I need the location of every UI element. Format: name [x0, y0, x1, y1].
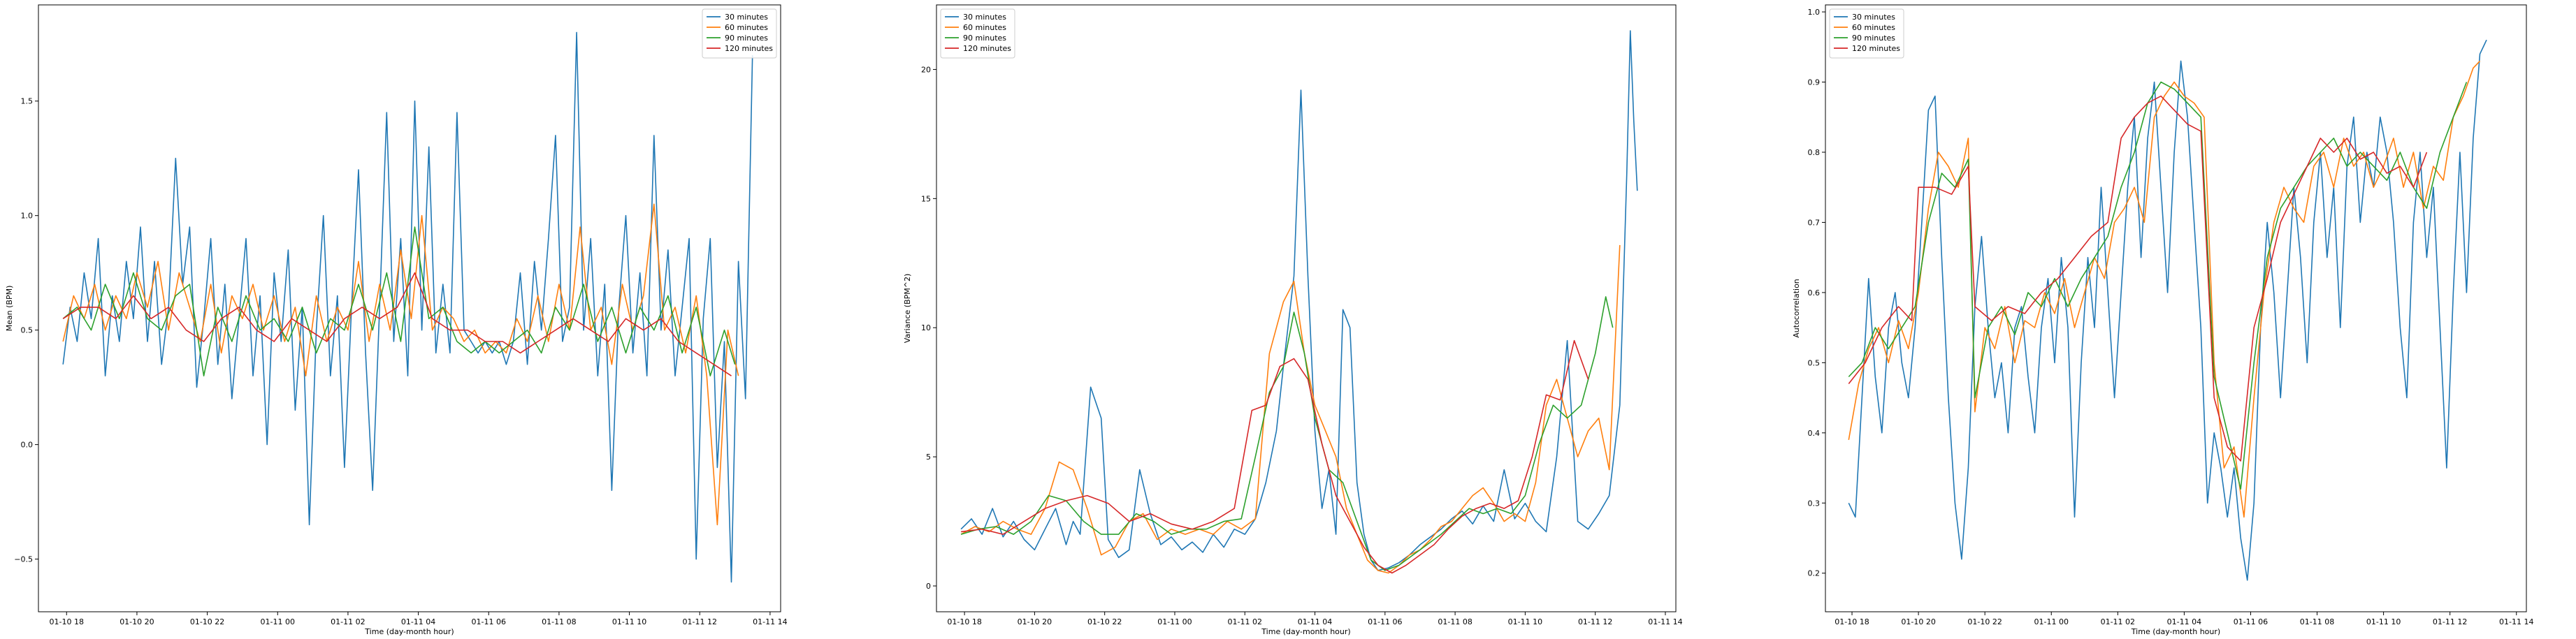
mean-x-tick-label: 01-11 00: [261, 617, 295, 626]
autocorrelation-x-tick-label: 01-11 06: [2234, 617, 2268, 626]
autocorrelation-x-tick-label: 01-11 10: [2366, 617, 2401, 626]
autocorrelation-x-tick-label: 01-10 22: [1967, 617, 2002, 626]
variance-legend-label: 90 minutes: [963, 34, 1006, 43]
mean-legend-label: 30 minutes: [725, 13, 768, 22]
variance-x-tick-label: 01-11 08: [1438, 617, 1472, 626]
variance-x-tick-label: 01-11 04: [1298, 617, 1332, 626]
autocorrelation-y-tick-label: 0.5: [1808, 358, 1821, 367]
autocorrelation-legend-label: 120 minutes: [1852, 44, 1900, 53]
variance-y-tick-label: 20: [921, 65, 931, 74]
variance-legend-label: 120 minutes: [963, 44, 1011, 53]
autocorrelation-x-tick-label: 01-11 08: [2300, 617, 2334, 626]
variance-series-line-1: [960, 30, 1638, 571]
autocorrelation-x-tick-label: 01-10 18: [1835, 617, 1869, 626]
variance-x-tick-label: 01-11 10: [1508, 617, 1542, 626]
mean-x-tick-label: 01-10 22: [190, 617, 224, 626]
autocorrelation-x-tick-label: 01-11 04: [2167, 617, 2201, 626]
autocorrelation-series-line-4: [1848, 95, 2428, 462]
autocorrelation-x-tick-label: 01-11 02: [2101, 617, 2135, 626]
mean-plot-frame: [38, 4, 781, 612]
variance-series-line-4: [961, 339, 1589, 574]
autocorrelation-legend-label: 30 minutes: [1852, 13, 1895, 22]
mean-legend-box: [702, 8, 777, 59]
autocorrelation-legend-label: 90 minutes: [1852, 34, 1895, 43]
mean-x-tick-label: 01-11 02: [331, 617, 365, 626]
mean-series-line-2: [62, 203, 739, 526]
mean-x-tick-label: 01-10 20: [120, 617, 154, 626]
mean-x-tick-label: 01-11 10: [612, 617, 646, 626]
variance-legend-box: [940, 8, 1015, 59]
autocorrelation-x-tick-label: 01-11 12: [2433, 617, 2467, 626]
autocorrelation-x-tick-label: 01-11 14: [2499, 617, 2533, 626]
panel-autocorrelation: 01-10 18 01-10 20 01-10 22 01-11 00 01-11 02…: [1792, 4, 2533, 636]
variance-x-tick-label: 01-10 20: [1018, 617, 1052, 626]
variance-x-tick-label: 01-11 14: [1648, 617, 1682, 626]
variance-y-tick-label: 10: [921, 323, 931, 332]
autocorrelation-y-tick-label: 0.6: [1808, 288, 1821, 298]
autocorrelation-x-axis-label: Time (day-month hour): [2131, 627, 2220, 636]
autocorrelation-y-tick-label: 0.2: [1808, 569, 1821, 578]
variance-x-tick-label: 01-11 06: [1368, 617, 1402, 626]
variance-legend-label: 30 minutes: [963, 13, 1006, 22]
autocorrelation-x-tick-label: 01-11 00: [2034, 617, 2069, 626]
autocorrelation-y-axis-label: Autocorrelation: [1792, 279, 1801, 338]
variance-plot-frame: [936, 4, 1677, 612]
variance-y-tick-label: 5: [926, 453, 931, 462]
mean-y-tick-label: 0.5: [21, 326, 34, 335]
autocorrelation-x-tick-label: 01-10 20: [1901, 617, 1935, 626]
mean-y-tick-label: 0.0: [21, 441, 34, 450]
mean-x-axis-label: Time (day-month hour): [364, 627, 454, 636]
variance-y-tick-label: 15: [921, 194, 931, 203]
variance-x-tick-label: 01-10 22: [1087, 617, 1122, 626]
autocorrelation-y-tick-label: 0.7: [1808, 218, 1821, 227]
mean-y-tick-label: −0.5: [14, 555, 33, 564]
mean-x-tick-label: 01-10 18: [50, 617, 84, 626]
mean-x-tick-label: 01-11 06: [472, 617, 506, 626]
mean-series-line-1: [62, 31, 753, 583]
mean-legend-label: 120 minutes: [725, 44, 773, 53]
mean-series-line-3: [62, 226, 736, 376]
variance-legend-label: 60 minutes: [963, 23, 1006, 32]
mean-y-tick-label: 1.0: [21, 212, 34, 221]
autocorrelation-y-tick-label: 0.3: [1808, 499, 1821, 508]
autocorrelation-plot-frame: [1825, 4, 2527, 612]
autocorrelation-series-line-1: [1848, 39, 2487, 581]
variance-y-axis-label: Variance (BPM^2): [903, 274, 912, 343]
variance-series-line-3: [960, 296, 1614, 571]
mean-x-tick-label: 01-11 14: [753, 617, 787, 626]
autocorrelation-series-line-3: [1848, 81, 2468, 490]
mean-x-tick-label: 01-11 04: [401, 617, 435, 626]
autocorrelation-y-tick-label: 0.9: [1808, 78, 1821, 87]
autocorrelation-legend-label: 60 minutes: [1852, 23, 1895, 32]
autocorrelation-y-tick-label: 1.0: [1808, 8, 1821, 17]
variance-x-tick-label: 01-11 02: [1228, 617, 1262, 626]
mean-y-tick-label: 1.5: [21, 97, 34, 106]
autocorrelation-series-line-2: [1848, 60, 2481, 518]
mean-series-line-4: [62, 272, 732, 376]
variance-x-tick-label: 01-10 18: [947, 617, 981, 626]
panel-mean: 01-10 18 01-10 20 01-10 22 01-11 00 01-11 02…: [5, 4, 788, 636]
variance-x-tick-label: 01-11 12: [1578, 617, 1612, 626]
autocorrelation-legend-box: [1829, 8, 1904, 59]
mean-x-tick-label: 01-11 08: [542, 617, 576, 626]
variance-x-axis-label: Time (day-month hour): [1261, 627, 1350, 636]
variance-y-tick-label: 0: [926, 582, 931, 591]
mean-legend-label: 60 minutes: [725, 23, 768, 32]
autocorrelation-y-tick-label: 0.8: [1808, 148, 1821, 157]
autocorrelation-y-tick-label: 0.4: [1808, 429, 1821, 438]
variance-series-line-2: [960, 244, 1621, 574]
variance-x-tick-label: 01-11 00: [1157, 617, 1192, 626]
mean-y-axis-label: Mean (BPM): [5, 286, 14, 332]
mean-x-tick-label: 01-11 12: [683, 617, 717, 626]
mean-legend-label: 90 minutes: [725, 34, 768, 43]
panel-variance: 01-10 18 01-10 20 01-10 22 01-11 00 01-11 02…: [903, 4, 1683, 636]
